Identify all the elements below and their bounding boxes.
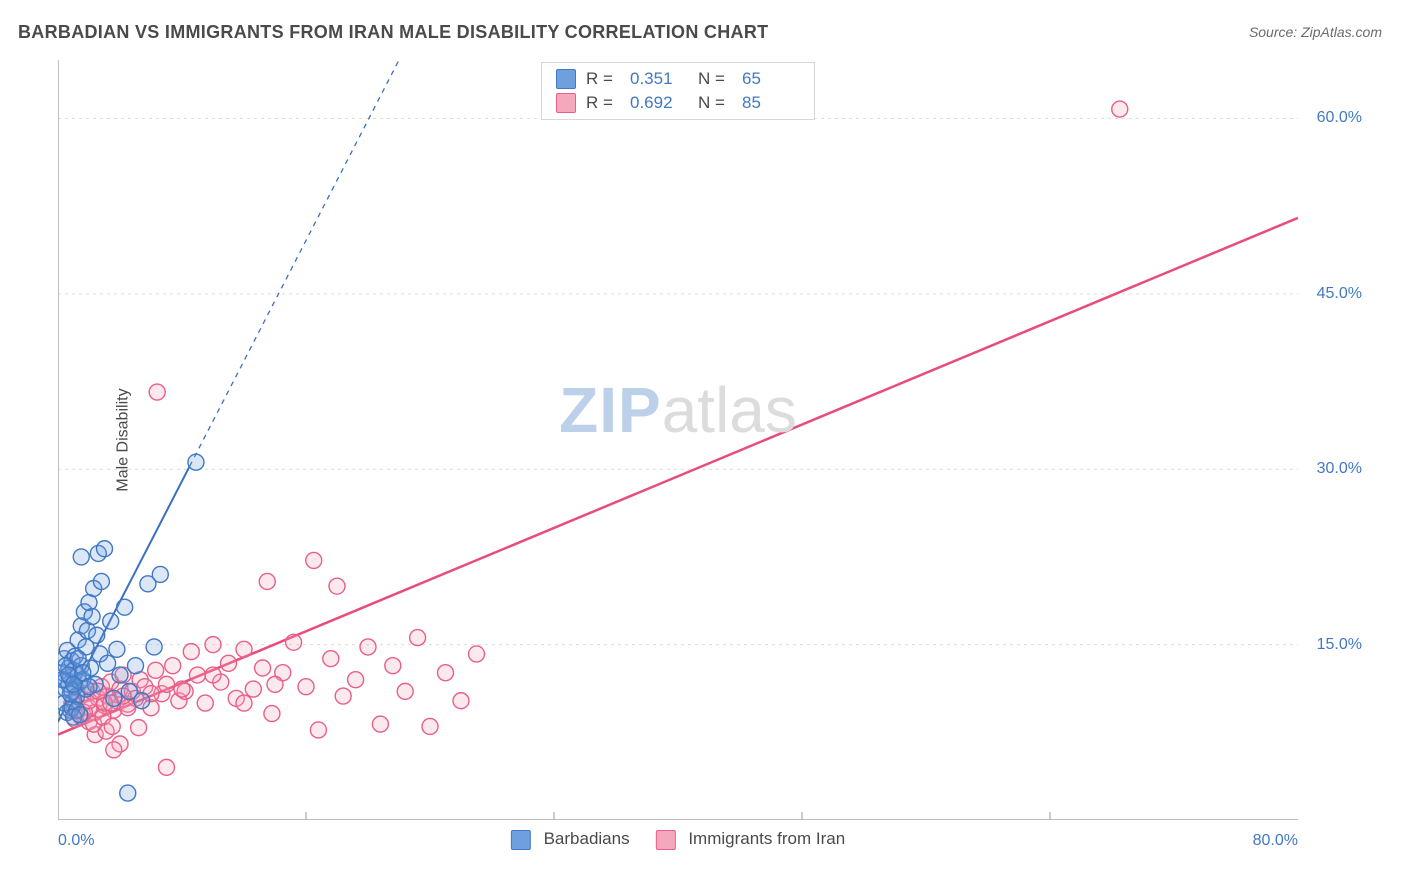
legend-correlation: R = 0.351 N = 65 R = 0.692 N = 85 xyxy=(541,62,815,120)
chart-container: BARBADIAN VS IMMIGRANTS FROM IRAN MALE D… xyxy=(0,0,1406,892)
legend-row-iran: R = 0.692 N = 85 xyxy=(542,91,814,115)
x-tick-min: 0.0% xyxy=(58,832,94,850)
y-tick-label: 30.0% xyxy=(1317,460,1362,478)
y-tick-label: 45.0% xyxy=(1317,285,1362,303)
legend-N-value-iran: 85 xyxy=(742,93,800,113)
source-label: Source: ZipAtlas.com xyxy=(1249,24,1382,40)
plot-svg xyxy=(58,60,1298,820)
y-tick-label: 60.0% xyxy=(1317,109,1362,127)
legend-N-label: N = xyxy=(698,69,732,89)
x-tick-max: 80.0% xyxy=(1253,832,1298,850)
y-axis-label: Male Disability xyxy=(115,388,133,491)
legend-row-barbadians: R = 0.351 N = 65 xyxy=(542,67,814,91)
legend-N-label: N = xyxy=(698,93,732,113)
legend-R-value-barbadians: 0.351 xyxy=(630,69,688,89)
legend-item-iran: Immigrants from Iran xyxy=(656,829,846,850)
chart-title: BARBADIAN VS IMMIGRANTS FROM IRAN MALE D… xyxy=(18,22,768,43)
legend-R-value-iran: 0.692 xyxy=(630,93,688,113)
y-tick-label: 15.0% xyxy=(1317,636,1362,654)
swatch-barbadians xyxy=(556,69,576,89)
legend-series: Barbadians Immigrants from Iran xyxy=(511,829,845,850)
legend-N-value-barbadians: 65 xyxy=(742,69,800,89)
legend-label-barbadians: Barbadians xyxy=(544,829,630,848)
legend-R-label: R = xyxy=(586,69,620,89)
plot-area: Male Disability 15.0%30.0%45.0%60.0% 0.0… xyxy=(58,60,1298,820)
swatch-iran xyxy=(556,93,576,113)
legend-R-label: R = xyxy=(586,93,620,113)
swatch-iran xyxy=(656,830,676,850)
legend-label-iran: Immigrants from Iran xyxy=(688,829,845,848)
legend-item-barbadians: Barbadians xyxy=(511,829,630,850)
swatch-barbadians xyxy=(511,830,531,850)
